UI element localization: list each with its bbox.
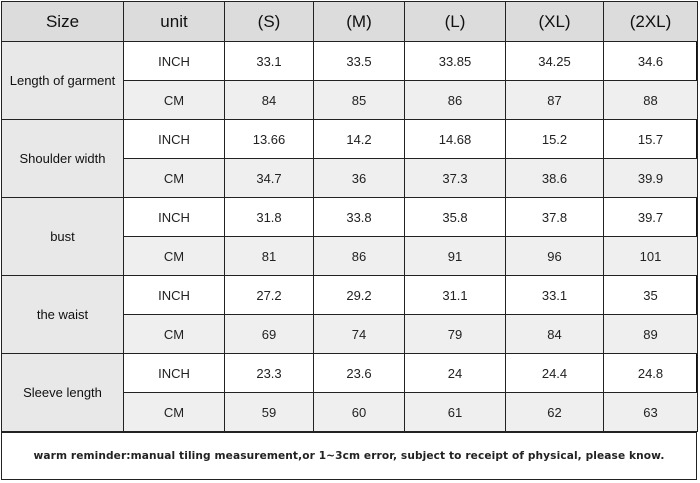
- value-cell: 39.7: [603, 197, 698, 237]
- value-cell: 14.2: [313, 119, 405, 159]
- measure-label-length: Length of garment: [1, 41, 124, 120]
- value-cell: 38.6: [505, 158, 604, 198]
- value-cell: 61: [404, 392, 506, 432]
- table-row: CM 84 85 86 87 88: [2, 80, 698, 120]
- value-cell: 33.85: [404, 41, 506, 81]
- header-row: Size unit (S) (M) (L) (XL) (2XL): [1, 1, 698, 42]
- measure-label-waist: the waist: [1, 275, 124, 354]
- value-cell: 87: [505, 80, 604, 120]
- unit-cell: INCH: [123, 197, 225, 237]
- table-row: CM 81 86 91 96 101: [2, 236, 698, 276]
- value-cell: 15.7: [603, 119, 698, 159]
- header-2xl: (2XL): [603, 1, 698, 42]
- table-row: CM 34.7 36 37.3 38.6 39.9: [2, 158, 698, 198]
- value-cell: 33.5: [313, 41, 405, 81]
- value-cell: 101: [603, 236, 698, 276]
- table-row: bust INCH 31.8 33.8 35.8 37.8 39.7: [1, 197, 698, 276]
- value-cell: 86: [404, 80, 506, 120]
- warm-reminder-note: warm reminder:manual tiling measurement,…: [1, 432, 697, 480]
- value-cell: 84: [505, 314, 604, 354]
- header-unit: unit: [123, 1, 225, 42]
- table-row: the waist INCH 27.2 29.2 31.1 33.1 35: [1, 275, 698, 354]
- value-cell: 36: [313, 158, 405, 198]
- unit-cell: CM: [123, 314, 225, 354]
- unit-cell: CM: [123, 392, 225, 432]
- value-cell: 13.66: [224, 119, 314, 159]
- unit-cell: CM: [123, 158, 225, 198]
- measure-label-sleeve: Sleeve length: [1, 353, 124, 432]
- value-cell: 37.8: [505, 197, 604, 237]
- value-cell: 62: [505, 392, 604, 432]
- value-cell: 85: [313, 80, 405, 120]
- value-cell: 37.3: [404, 158, 506, 198]
- value-cell: 27.2: [224, 275, 314, 315]
- value-cell: 23.3: [224, 353, 314, 393]
- value-cell: 15.2: [505, 119, 604, 159]
- table-row: CM 59 60 61 62 63: [2, 392, 698, 432]
- table-row: Shoulder width INCH 13.66 14.2 14.68 15.…: [1, 119, 698, 198]
- unit-cell: CM: [123, 80, 225, 120]
- value-cell: 60: [313, 392, 405, 432]
- table-row: Length of garment INCH 33.1 33.5 33.85 3…: [1, 41, 698, 120]
- value-cell: 23.6: [313, 353, 405, 393]
- value-cell: 33.8: [313, 197, 405, 237]
- value-cell: 24.8: [603, 353, 698, 393]
- unit-cell: INCH: [123, 119, 225, 159]
- value-cell: 35.8: [404, 197, 506, 237]
- header-s: (S): [224, 1, 314, 42]
- value-cell: 34.6: [603, 41, 698, 81]
- unit-cell: INCH: [123, 275, 225, 315]
- measure-label-bust: bust: [1, 197, 124, 276]
- value-cell: 84: [224, 80, 314, 120]
- header-xl: (XL): [505, 1, 604, 42]
- value-cell: 79: [404, 314, 506, 354]
- size-chart-table: Size unit (S) (M) (L) (XL) (2XL) Length …: [1, 1, 698, 432]
- value-cell: 91: [404, 236, 506, 276]
- value-cell: 35: [603, 275, 698, 315]
- value-cell: 33.1: [505, 275, 604, 315]
- value-cell: 63: [603, 392, 698, 432]
- unit-cell: CM: [123, 236, 225, 276]
- header-size: Size: [1, 1, 124, 42]
- value-cell: 24: [404, 353, 506, 393]
- table-row: CM 69 74 79 84 89: [2, 314, 698, 354]
- value-cell: 14.68: [404, 119, 506, 159]
- unit-cell: INCH: [123, 41, 225, 81]
- value-cell: 39.9: [603, 158, 698, 198]
- table-row: Sleeve length INCH 23.3 23.6 24 24.4 24.…: [1, 353, 698, 432]
- value-cell: 86: [313, 236, 405, 276]
- value-cell: 24.4: [505, 353, 604, 393]
- value-cell: 29.2: [313, 275, 405, 315]
- value-cell: 89: [603, 314, 698, 354]
- value-cell: 34.7: [224, 158, 314, 198]
- value-cell: 88: [603, 80, 698, 120]
- header-l: (L): [404, 1, 506, 42]
- value-cell: 31.1: [404, 275, 506, 315]
- value-cell: 96: [505, 236, 604, 276]
- measure-label-shoulder: Shoulder width: [1, 119, 124, 198]
- value-cell: 33.1: [224, 41, 314, 81]
- value-cell: 59: [224, 392, 314, 432]
- value-cell: 81: [224, 236, 314, 276]
- value-cell: 31.8: [224, 197, 314, 237]
- value-cell: 74: [313, 314, 405, 354]
- value-cell: 69: [224, 314, 314, 354]
- header-m: (M): [313, 1, 405, 42]
- value-cell: 34.25: [505, 41, 604, 81]
- unit-cell: INCH: [123, 353, 225, 393]
